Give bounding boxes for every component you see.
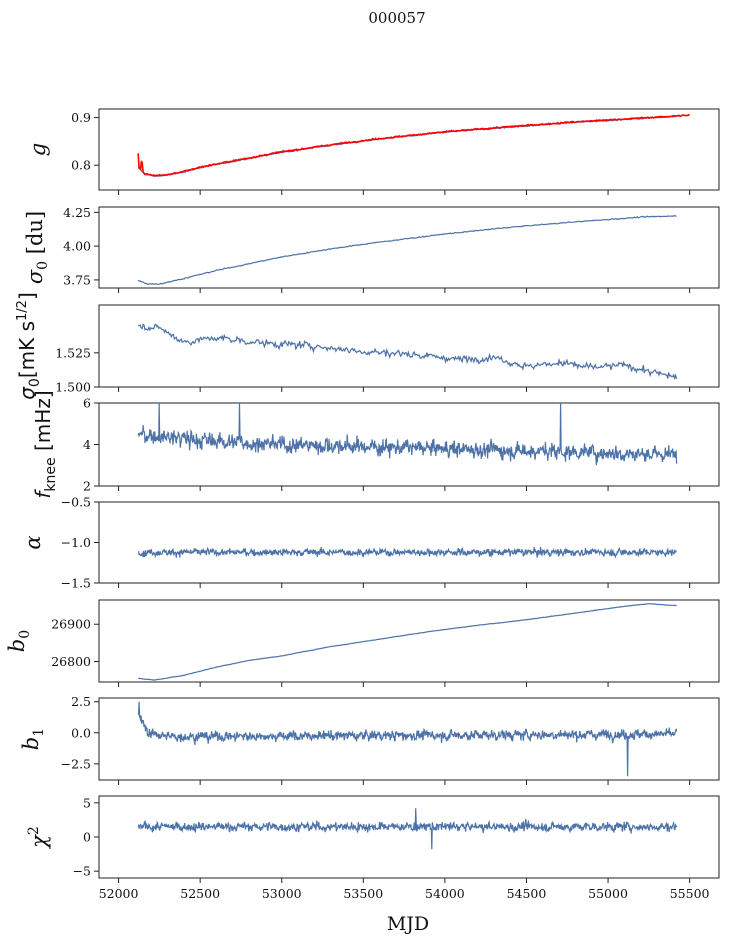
y-tick-label: 0 [83,830,91,845]
panel-sigma0_mk: 1.500 1.525 σ0[mK s1/2] [15,292,720,400]
y-tick-label: 5 [83,795,91,810]
panel-g: 0.8 0.9 g [26,108,720,195]
series-line-b0 [138,603,677,681]
y-axis-label-b0: b0 [5,630,33,652]
y-tick-label: 1.525 [55,345,91,360]
panel-frame [98,501,720,584]
y-tick-label: −2.5 [61,756,91,771]
panel-frame [98,108,720,191]
panel-b0: 26800 26900 b0 [5,599,720,687]
y-tick-label: −5 [73,864,91,879]
overlay-line-g [137,113,690,177]
panel-frame [98,795,720,879]
series-line-sigma0_du [137,214,677,286]
x-tick-label: 53000 [262,886,302,901]
x-tick-label: 55000 [588,886,628,901]
y-tick-label: −0.5 [61,495,91,510]
series-line-sigma0_mk [138,323,678,381]
panel-chi2: −5 0 5 52000 52500 53000 53500 54000 54500 55000 5… [26,795,720,901]
x-tick-label: 54000 [425,886,465,901]
y-tick-label: 0.0 [71,725,91,740]
y-tick-label: 2 [83,479,91,494]
panel-sigma0_du: 3.75 4.00 4.25 σ0 [du] [23,205,720,293]
series-line-b1 [138,701,678,777]
y-tick-label: 0.8 [71,158,91,173]
x-tick-label: 54500 [507,886,547,901]
panel-alpha: −1.5 −1.0 −0.5 α [21,495,720,591]
y-axis-label-sigma0_du: σ0 [du] [23,211,51,284]
panels: 0.8 0.9 g 3.75 4.00 4.25 σ0 [du] 1.500 1.525 σ0[m… [5,108,720,901]
y-tick-label: −1.0 [61,535,91,550]
y-tick-label: 4.00 [63,239,91,254]
y-tick-label: 0.9 [71,110,91,125]
y-tick-label: 3.75 [63,272,91,287]
series-line-g [137,115,677,178]
x-tick-label: 52500 [180,886,220,901]
y-axis-label-b1: b1 [19,728,47,750]
x-tick-label: 53500 [343,886,383,901]
panel-fknee: 2 4 6 fknee [mHz] [31,390,720,499]
panel-frame [98,697,720,781]
y-axis-label-sigma0_mk: σ0[mK s1/2] [15,292,43,400]
y-tick-label: 6 [83,396,91,411]
x-tick-label: 55500 [670,886,710,901]
panel-frame [98,304,720,388]
y-tick-label: 4.25 [63,205,91,220]
series-line-chi2 [137,808,678,850]
panel-frame [98,206,720,289]
y-axis-label-alpha: α [21,535,45,549]
y-tick-label: 2.5 [71,694,91,709]
y-axis-label-chi2: χ2 [26,826,51,850]
panel-frame [98,402,720,487]
panel-b1: −2.5 0.0 2.5 b1 [19,694,720,785]
y-tick-label: 1.500 [55,380,91,395]
figure-title: 000057 [368,9,425,27]
y-tick-label: 26800 [51,654,91,669]
series-line-alpha [138,546,677,559]
y-axis-label-g: g [26,143,50,156]
y-tick-label: −1.5 [61,576,91,591]
y-axis-label-fknee: fknee [mHz] [31,390,59,498]
panel-frame [98,599,720,683]
series-line-fknee [137,403,678,466]
x-axis-label: MJD [387,913,429,935]
y-tick-label: 26900 [51,617,91,632]
x-tick-label: 52000 [99,886,139,901]
y-tick-label: 4 [83,437,91,452]
